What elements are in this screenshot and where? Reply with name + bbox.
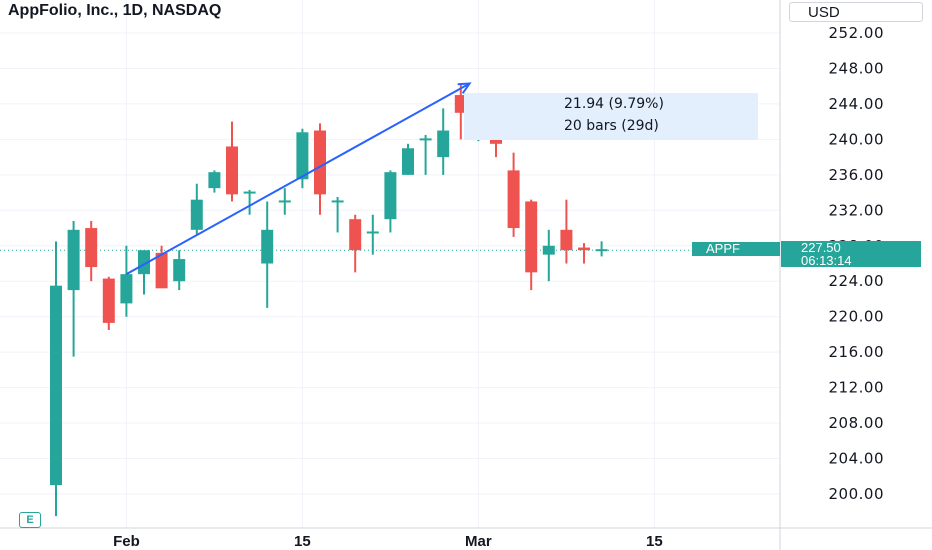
earnings-marker-icon[interactable]: E bbox=[19, 512, 41, 528]
candle-body bbox=[102, 278, 115, 323]
time-axis: Feb 15 Mar 15 bbox=[113, 533, 663, 550]
candle-body bbox=[437, 130, 450, 158]
candle bbox=[50, 241, 62, 517]
candle bbox=[226, 121, 238, 202]
symbol-label: APPF bbox=[692, 242, 780, 256]
candle-body bbox=[331, 200, 344, 203]
price-tick-label: 204.00 bbox=[829, 450, 885, 468]
candle-body bbox=[314, 130, 326, 195]
time-tick-label: Mar bbox=[465, 533, 492, 550]
candle bbox=[595, 241, 608, 257]
candle-body bbox=[138, 250, 150, 275]
candle-body bbox=[349, 219, 362, 251]
price-tick-label: 212.00 bbox=[829, 379, 885, 397]
candle bbox=[578, 243, 590, 264]
candle bbox=[243, 189, 256, 215]
candles bbox=[50, 83, 608, 517]
candle bbox=[419, 134, 432, 175]
trend-arrow-drawing bbox=[125, 82, 472, 276]
candle bbox=[296, 128, 309, 189]
candle bbox=[155, 245, 168, 289]
bar-countdown: 06:13:14 bbox=[801, 253, 852, 268]
measure-change: 21.94 (9.79%) bbox=[564, 96, 664, 112]
candle-body bbox=[261, 229, 274, 264]
time-tick-label: 15 bbox=[646, 533, 663, 550]
candle bbox=[85, 220, 98, 282]
currency-selector[interactable]: USD bbox=[789, 2, 923, 22]
price-tick-label: 220.00 bbox=[829, 308, 885, 326]
candle bbox=[507, 152, 520, 237]
candle-body bbox=[525, 201, 538, 273]
candle bbox=[437, 108, 450, 175]
candle-body bbox=[384, 172, 397, 220]
candle-body bbox=[278, 200, 291, 203]
candle bbox=[560, 199, 573, 264]
candle-body bbox=[226, 146, 238, 195]
chart-title: AppFolio, Inc., 1D, NASDAQ bbox=[8, 2, 222, 19]
candle-body bbox=[366, 231, 379, 234]
price-tick-label: 232.00 bbox=[829, 201, 885, 219]
last-price-value: 227.50 bbox=[801, 240, 841, 255]
candle-body bbox=[560, 229, 573, 251]
measure-bars: 20 bars (29d) bbox=[564, 118, 659, 134]
candle-body bbox=[595, 249, 608, 252]
candle bbox=[542, 229, 555, 282]
candle-body bbox=[155, 252, 168, 289]
candle-body bbox=[296, 132, 309, 180]
candle bbox=[102, 276, 115, 330]
candle bbox=[402, 143, 414, 175]
trend-arrow-head bbox=[457, 82, 472, 94]
candle bbox=[366, 214, 379, 255]
candle-body bbox=[50, 285, 62, 486]
last-price-label: 227.50 06:13:14 bbox=[781, 241, 921, 267]
candle-body bbox=[542, 245, 555, 255]
price-tick-label: 252.00 bbox=[829, 24, 885, 42]
trend-arrow-line bbox=[125, 82, 471, 276]
candle bbox=[314, 123, 326, 215]
candle-body bbox=[402, 148, 414, 175]
candle bbox=[120, 245, 133, 317]
candle bbox=[349, 214, 362, 273]
candle bbox=[190, 183, 203, 235]
candle bbox=[331, 197, 344, 233]
candle-body bbox=[85, 228, 98, 268]
candle-body bbox=[67, 229, 80, 291]
candle-body bbox=[190, 199, 203, 230]
candle-body bbox=[120, 274, 133, 304]
price-tick-label: 208.00 bbox=[829, 414, 885, 432]
candle bbox=[173, 250, 186, 291]
candle bbox=[454, 83, 467, 140]
candle bbox=[525, 199, 538, 291]
candle bbox=[278, 188, 291, 215]
candle-body bbox=[243, 191, 256, 194]
candle-body bbox=[419, 138, 432, 141]
candle-body bbox=[507, 170, 520, 229]
price-tick-label: 216.00 bbox=[829, 343, 885, 361]
candle-body bbox=[454, 95, 467, 113]
price-tick-label: 200.00 bbox=[829, 485, 885, 503]
price-axis: 200.00 204.00 208.00 212.00 216.00 220.00 224.… bbox=[829, 24, 885, 503]
price-tick-label: 244.00 bbox=[829, 95, 885, 113]
time-tick-label: Feb bbox=[113, 533, 140, 550]
candle-body bbox=[173, 259, 186, 282]
measure-tooltip: 21.94 (9.79%) 20 bars (29d) bbox=[464, 93, 758, 140]
candle bbox=[138, 250, 150, 295]
price-tick-label: 248.00 bbox=[829, 59, 885, 77]
candle-body bbox=[578, 247, 590, 251]
price-tick-label: 236.00 bbox=[829, 166, 885, 184]
candle bbox=[208, 170, 221, 193]
price-tick-label: 240.00 bbox=[829, 130, 885, 148]
candle bbox=[384, 170, 397, 233]
time-tick-label: 15 bbox=[294, 533, 311, 550]
candle bbox=[261, 201, 274, 308]
price-tick-label: 224.00 bbox=[829, 272, 885, 290]
candle-body bbox=[208, 172, 221, 189]
candle bbox=[67, 220, 80, 357]
